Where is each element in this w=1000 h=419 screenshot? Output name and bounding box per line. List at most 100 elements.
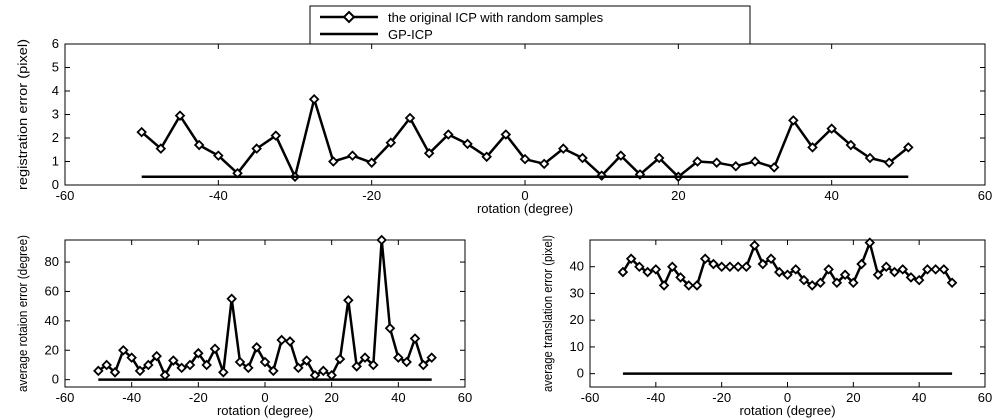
data-point: [143, 359, 154, 371]
series-line-icp: [140, 97, 910, 179]
data-point: [823, 264, 834, 275]
data-point: [883, 157, 895, 168]
data-point: [101, 359, 112, 371]
data-point: [343, 294, 354, 306]
data-point: [757, 258, 769, 270]
data-point: [109, 367, 121, 378]
data-point: [782, 269, 793, 281]
data-point: [815, 277, 826, 289]
x-tick-label: 0: [521, 188, 528, 203]
data-point: [385, 137, 397, 148]
data-point: [856, 258, 867, 270]
data-point: [724, 261, 736, 272]
data-point: [176, 362, 187, 374]
y-axis-label: registration error (pixel): [15, 39, 30, 190]
data-point: [730, 160, 742, 172]
y-tick-label: 20: [45, 342, 59, 357]
data-point: [699, 253, 711, 264]
data-point: [368, 359, 379, 371]
data-point: [806, 280, 818, 291]
legend-box: [309, 5, 751, 45]
x-tick-label: -40: [122, 390, 141, 405]
data-point: [930, 264, 941, 275]
data-point: [174, 110, 186, 121]
x-tick-label: -40: [646, 390, 665, 405]
data-point: [118, 344, 129, 356]
x-tick-label: 40: [824, 188, 838, 203]
data-point: [839, 269, 851, 281]
data-point: [642, 266, 653, 278]
data-point: [667, 261, 678, 272]
y-tick-label: 3: [52, 107, 59, 122]
x-tick-label: -20: [189, 390, 208, 405]
data-point: [155, 143, 167, 154]
data-point: [650, 264, 662, 275]
data-point: [790, 264, 802, 275]
data-point: [151, 350, 162, 362]
data-point: [831, 277, 843, 289]
data-point: [683, 280, 695, 291]
panel-translation-error: -60 -40 -20 0 20 40 60 0 10 20 30 40 rotation (degre…: [540, 235, 992, 418]
data-point: [201, 359, 212, 371]
data-point: [293, 362, 304, 374]
x-tick-label: -60: [56, 390, 75, 405]
data-point: [903, 142, 914, 153]
data-point: [481, 151, 492, 163]
y-tick-label: 80: [45, 254, 59, 269]
data-point: [577, 152, 588, 164]
x-tick-label: 20: [671, 188, 685, 203]
y-tick-label: 4: [52, 83, 59, 98]
y-tick-label: 60: [45, 283, 59, 298]
data-point: [773, 266, 785, 278]
data-point: [347, 150, 358, 161]
data-point: [653, 152, 665, 164]
data-point: [692, 156, 703, 167]
data-point: [376, 234, 387, 246]
data-point: [691, 280, 703, 291]
data-point: [732, 261, 744, 272]
y-tick-label: 30: [570, 285, 584, 300]
data-point: [366, 157, 377, 168]
data-point: [426, 352, 437, 363]
y-tick-label: 40: [45, 313, 59, 328]
data-point: [126, 352, 137, 363]
data-point: [708, 258, 719, 270]
y-tick-label: 0: [577, 366, 584, 381]
data-point: [418, 359, 429, 371]
x-tick-label: 0: [784, 390, 791, 405]
data-point: [423, 148, 435, 159]
data-point: [218, 367, 229, 378]
x-tick-label: 40: [391, 390, 405, 405]
data-point: [226, 293, 237, 305]
data-point: [798, 274, 810, 286]
y-tick-label: 0: [52, 177, 59, 192]
data-point: [889, 266, 900, 278]
data-point: [848, 277, 859, 289]
data-point: [308, 93, 320, 105]
data-point: [538, 158, 550, 170]
data-point: [922, 264, 933, 275]
x-tick-label: 40: [912, 390, 926, 405]
x-tick-label: 20: [846, 390, 860, 405]
data-point: [675, 272, 686, 283]
data-point: [634, 261, 645, 272]
data-point: [897, 264, 908, 275]
x-tick-label: -20: [362, 188, 381, 203]
legend-label-gpicp: GP-ICP: [388, 27, 433, 42]
data-point: [401, 356, 412, 368]
data-point: [384, 322, 396, 334]
data-point: [519, 153, 531, 165]
data-point: [625, 253, 637, 264]
data-point: [864, 237, 876, 248]
x-tick-label: -60: [56, 188, 75, 203]
data-point: [276, 334, 287, 346]
data-point: [905, 272, 917, 283]
y-tick-label: 6: [52, 36, 59, 51]
data-point: [872, 269, 884, 281]
series-line-icp: [97, 238, 433, 377]
y-tick-label: 40: [570, 259, 584, 274]
data-point: [404, 112, 416, 124]
data-point: [741, 261, 752, 272]
data-point: [913, 274, 925, 286]
data-point: [658, 280, 670, 291]
